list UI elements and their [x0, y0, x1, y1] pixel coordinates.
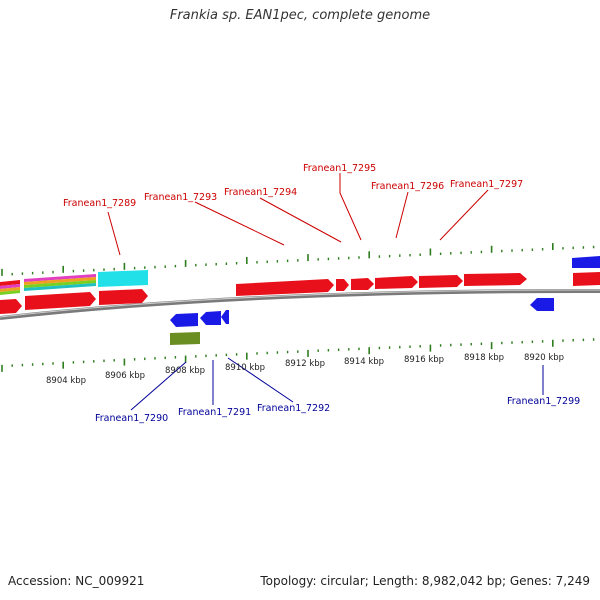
- label-franean1-7295: Franean1_7295: [303, 163, 376, 174]
- upper-gene-labels: Franean1_7289 Franean1_7293 Franean1_729…: [63, 163, 523, 209]
- gene-forward: [0, 299, 22, 314]
- kbp-label: 8916 kbp: [404, 355, 444, 365]
- upper-leader-lines: [107, 173, 489, 256]
- genome-backbone-highlight: [0, 289, 600, 318]
- kbp-label: 8908 kbp: [165, 366, 205, 376]
- label-franean1-7296: Franean1_7296: [371, 181, 444, 192]
- gene-reverse-far: [572, 256, 600, 268]
- gene-franean1-7294: [336, 279, 349, 291]
- lower-leader-lines: [130, 357, 544, 411]
- gene-franean1-7295: [351, 278, 374, 290]
- gene-franean1-7292: [221, 310, 229, 324]
- gene-franean1-7290: [170, 313, 198, 327]
- gene-franean1-7293: [236, 279, 334, 296]
- multicolor-track[interactable]: [0, 270, 148, 295]
- kbp-axis-labels: 8904 kbp 8906 kbp 8908 kbp 8910 kbp 8912…: [46, 353, 564, 386]
- kbp-label: 8906 kbp: [105, 371, 145, 381]
- label-franean1-7297: Franean1_7297: [450, 179, 523, 190]
- gene-forward: [464, 273, 527, 286]
- label-franean1-7293: Franean1_7293: [144, 192, 217, 203]
- kbp-label: 8904 kbp: [46, 376, 86, 386]
- olive-feature: [170, 332, 200, 345]
- lower-gene-labels: Franean1_7290 Franean1_7291 Franean1_729…: [95, 396, 580, 424]
- gene-franean1-7296: [375, 276, 418, 289]
- gene-forward: [573, 272, 600, 286]
- gene-franean1-7299: [530, 298, 554, 311]
- lower-tick-row: [1, 338, 595, 372]
- gene-forward: [99, 289, 148, 305]
- label-franean1-7299: Franean1_7299: [507, 396, 580, 407]
- label-franean1-7289: Franean1_7289: [63, 198, 136, 209]
- kbp-label: 8914 kbp: [344, 357, 384, 367]
- label-franean1-7291: Franean1_7291: [178, 407, 251, 418]
- gene-franean1-7297: [419, 275, 463, 288]
- kbp-label: 8912 kbp: [285, 359, 325, 369]
- label-franean1-7292: Franean1_7292: [257, 403, 330, 414]
- gene-franean1-7291: [200, 311, 221, 325]
- genome-backbone: [0, 288, 600, 320]
- reverse-genes[interactable]: [170, 298, 554, 345]
- forward-genes[interactable]: [0, 256, 600, 314]
- gene-forward: [25, 292, 96, 310]
- genome-title: Frankia sp. EAN1pec, complete genome: [169, 8, 431, 23]
- label-franean1-7290: Franean1_7290: [95, 413, 168, 424]
- label-franean1-7294: Franean1_7294: [224, 187, 297, 198]
- kbp-label: 8918 kbp: [464, 353, 504, 363]
- accession-label: Accession: NC_009921: [8, 574, 145, 588]
- upper-tick-row: [1, 243, 595, 276]
- kbp-label: 8920 kbp: [524, 353, 564, 363]
- kbp-label: 8910 kbp: [225, 363, 265, 373]
- genome-summary: Topology: circular; Length: 8,982,042 bp…: [260, 574, 590, 588]
